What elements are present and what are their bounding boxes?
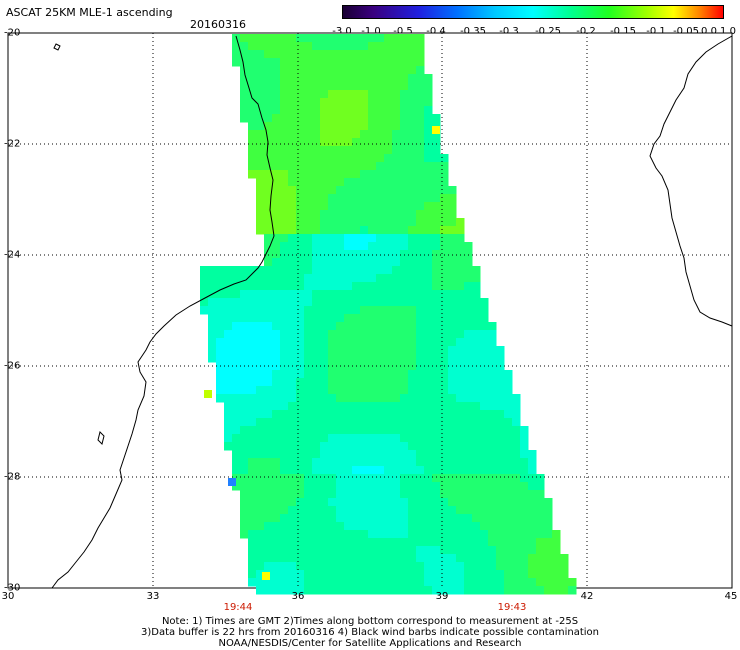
scale-label: 1.0	[720, 26, 736, 37]
color-scale-labels: -3.0 -1.0 -0.5 -0.4 -0.35 -0.3 -0.25 -0.…	[326, 26, 736, 38]
scale-label: -0.15	[610, 26, 636, 37]
lat-label: -30	[4, 582, 21, 594]
scale-label: -3.0	[332, 26, 352, 37]
footnote-line3: NOAA/NESDIS/Center for Satellite Applica…	[218, 638, 522, 649]
scale-label: -0.25	[535, 26, 561, 37]
lon-label: 33	[146, 591, 160, 602]
lat-label: -20	[4, 27, 21, 39]
scale-label: -0.2	[576, 26, 596, 37]
coastline-bay	[97, 431, 105, 445]
footnote-line1: Note: 1) Times are GMT 2)Times along bot…	[161, 616, 579, 627]
map-title: ASCAT 25KM MLE-1 ascending	[6, 6, 173, 19]
lon-label: 45	[724, 591, 738, 602]
coastline-madagascar	[649, 35, 733, 327]
footnote-line2: 3)Data buffer is 22 hrs from 20160316 4)…	[141, 627, 599, 638]
lat-label: -22	[4, 138, 21, 150]
lon-label: 39	[435, 591, 449, 602]
scale-label: -0.05	[673, 26, 699, 37]
lon-label: 30	[1, 591, 15, 602]
map-date: 20160316	[190, 18, 246, 31]
mle-swath-field	[200, 34, 577, 595]
scale-label: -0.35	[460, 26, 486, 37]
lat-label: -26	[4, 360, 21, 372]
swath-time-label: 19:43	[497, 602, 527, 613]
coastline-small-island	[53, 43, 61, 51]
color-scale-bar	[342, 5, 724, 19]
lon-label: 36	[291, 591, 305, 602]
lat-lon-grid	[8, 33, 732, 588]
lon-label: 42	[580, 591, 594, 602]
scale-label: -1.0	[361, 26, 381, 37]
coastline-mozambique	[51, 35, 275, 589]
scale-label: 0.0	[701, 26, 717, 37]
swath-time-label: 19:44	[223, 602, 253, 613]
coastline-africa	[51, 35, 733, 589]
scale-label: -0.1	[646, 26, 666, 37]
scale-label: -0.3	[499, 26, 519, 37]
scale-label: -0.5	[393, 26, 413, 37]
scale-label: -0.4	[426, 26, 446, 37]
lat-label: -28	[4, 471, 21, 483]
lat-label: -24	[4, 249, 21, 261]
